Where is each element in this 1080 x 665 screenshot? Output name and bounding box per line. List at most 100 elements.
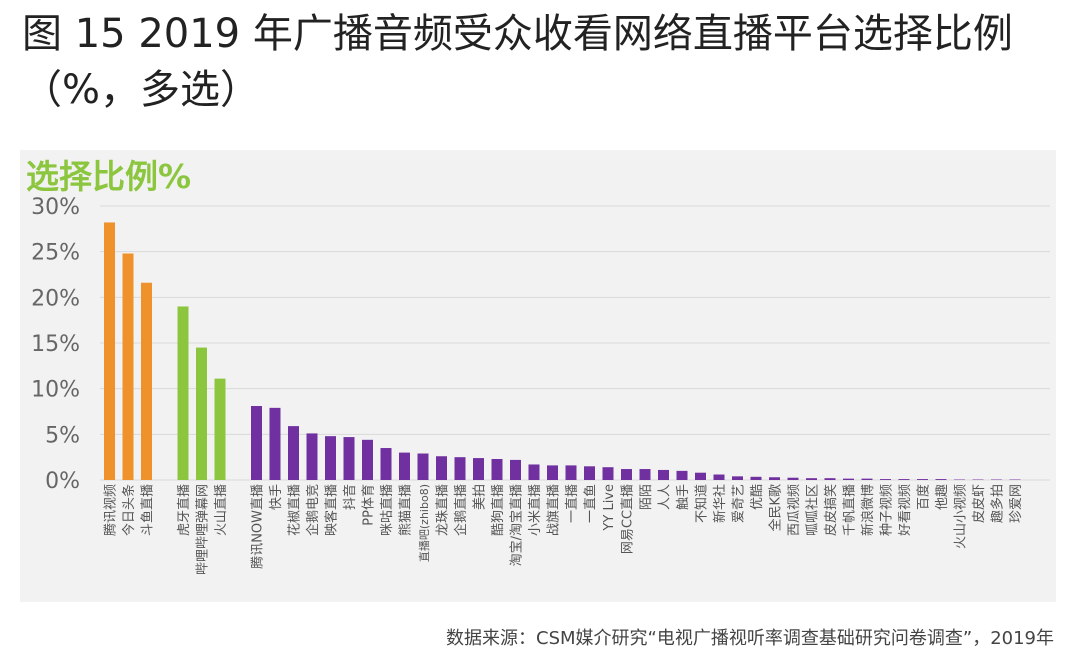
- bar: [528, 464, 540, 480]
- page-title: 图 15 2019 年广播音频受众收看网络直播平台选择比例（%，多选）: [22, 11, 1013, 113]
- y-tick-label: 15%: [31, 332, 80, 357]
- bar: [584, 466, 595, 480]
- x-tick-label: 种子视频: [880, 484, 895, 536]
- x-tick-label: 人人: [658, 484, 673, 510]
- x-tick-label: 小米直播: [528, 484, 543, 536]
- bar: [806, 478, 817, 480]
- x-tick-label: 一直鱼: [583, 484, 599, 523]
- x-tick-label: 火山直播: [214, 484, 229, 536]
- bar: [917, 479, 928, 480]
- x-tick-label: 千帆直播: [843, 484, 858, 536]
- x-tick-label: 战旗直播: [546, 484, 562, 536]
- x-tick-label: 网易CC直播: [621, 484, 636, 554]
- x-tick-label: 火山小视频: [954, 484, 969, 549]
- x-tick-label: 熊猫直播: [398, 484, 414, 536]
- bar: [104, 222, 115, 480]
- bar: [454, 457, 466, 480]
- x-tick-label: 腾讯视频: [103, 484, 119, 536]
- bar: [510, 459, 521, 480]
- x-tick-label: 映客直播: [324, 484, 340, 536]
- x-tick-label: 虎牙直播: [177, 484, 192, 536]
- y-axis-title: 选择比例%: [26, 157, 191, 196]
- x-tick-label: 他趣: [935, 484, 950, 510]
- x-tick-label: 淘宝/淘宝直播: [510, 484, 525, 566]
- x-tick-label: 全民K歌: [768, 484, 784, 532]
- bar: [196, 347, 207, 480]
- x-tick-label: 快手: [269, 484, 284, 510]
- bar: [417, 453, 429, 480]
- x-tick-label: 呱呱社区: [805, 484, 821, 536]
- y-tick-label: 30%: [31, 195, 80, 220]
- bar: [732, 476, 743, 480]
- x-tick-label: 珍爱网: [1009, 484, 1024, 523]
- bar: [343, 437, 355, 480]
- bar-chart: 选择比例% 0% 5% 10% 15% 20% 25% 30% 腾讯视频 今日头条 斗鱼直播 虎牙…: [26, 157, 1050, 575]
- x-tick-label: 新华社: [712, 484, 728, 523]
- bar: [639, 469, 651, 480]
- bar: [362, 439, 373, 480]
- x-tick-label: 哔哩哔哩弹幕网: [196, 484, 211, 575]
- x-tick-label: YY Live: [602, 484, 617, 532]
- x-tick-label: 趣多拍: [990, 484, 1006, 523]
- x-tick-label: 美拍: [473, 484, 488, 510]
- bar: [565, 465, 577, 480]
- y-tick-label: 0%: [45, 469, 80, 494]
- y-tick-label: 5%: [45, 423, 80, 448]
- x-tick-label: 百度: [916, 484, 932, 510]
- bar: [491, 458, 503, 480]
- source-note: 数据来源：CSM媒介研究“电视广播视听率调查基础研究问卷调查”，2019年: [446, 628, 1054, 649]
- x-tick-label: 腾讯NOW直播: [250, 484, 266, 569]
- bar: [547, 465, 558, 480]
- bar: [380, 448, 392, 480]
- x-tick-label: 企鹅直播: [453, 484, 469, 536]
- bar: [141, 282, 152, 480]
- bar: [288, 426, 299, 480]
- x-tick-label: 触手: [676, 484, 691, 510]
- bar: [676, 470, 688, 480]
- x-tick-label: 陌陌: [639, 484, 654, 510]
- bar: [621, 469, 632, 480]
- x-tick-label: 花椒直播: [287, 484, 303, 536]
- x-tick-label: 皮皮搞笑: [823, 484, 839, 536]
- bar: [399, 452, 410, 480]
- bar: [935, 479, 947, 480]
- x-tick-label: 企鹅电竞: [305, 484, 321, 536]
- x-tick-label: 西瓜视频: [787, 484, 802, 536]
- x-tick-label: 抖音: [342, 484, 358, 510]
- bar: [695, 472, 706, 480]
- bar: [602, 467, 614, 480]
- x-tick-label: 酷狗直播: [491, 484, 506, 536]
- bar: [306, 433, 318, 480]
- bar: [473, 458, 484, 480]
- bar: [843, 478, 854, 480]
- bar: [122, 253, 134, 480]
- x-tick-label: 爱奇艺: [731, 484, 747, 523]
- bar: [177, 306, 189, 480]
- y-tick-label: 20%: [31, 286, 80, 311]
- x-tick-label: 今日头条: [121, 484, 137, 536]
- bar: [251, 406, 262, 480]
- x-tick-label: 龙珠直播: [436, 484, 451, 536]
- bar: [750, 476, 762, 480]
- bar: [436, 456, 447, 480]
- x-tick-label: 咪咕直播: [379, 484, 395, 536]
- y-tick-label: 10%: [31, 378, 80, 403]
- x-tick-label: 斗鱼直播: [140, 484, 156, 536]
- bar: [269, 407, 281, 480]
- x-tick-label: 不知道: [694, 484, 710, 523]
- chart-panel: 选择比例% 0% 5% 10% 15% 20% 25% 30% 腾讯视频 今日头条 斗鱼直播 虎牙…: [20, 150, 1056, 602]
- bar: [861, 478, 873, 480]
- bar: [898, 479, 910, 480]
- x-tick-label: PP体育: [361, 484, 377, 526]
- x-tick-label: 一直播: [565, 484, 580, 523]
- bar: [658, 469, 669, 480]
- bar: [880, 479, 891, 480]
- x-tick-label: 新浪微博: [860, 484, 876, 536]
- x-tick-label: 直播吧(zhibo8): [417, 484, 431, 562]
- x-tick-label: 皮皮虾: [972, 484, 987, 523]
- bar: [214, 378, 226, 480]
- bar: [713, 474, 725, 480]
- x-tick-label: 好看视频: [897, 484, 913, 536]
- bar: [769, 477, 780, 480]
- x-tick-label: 优酷: [750, 484, 765, 510]
